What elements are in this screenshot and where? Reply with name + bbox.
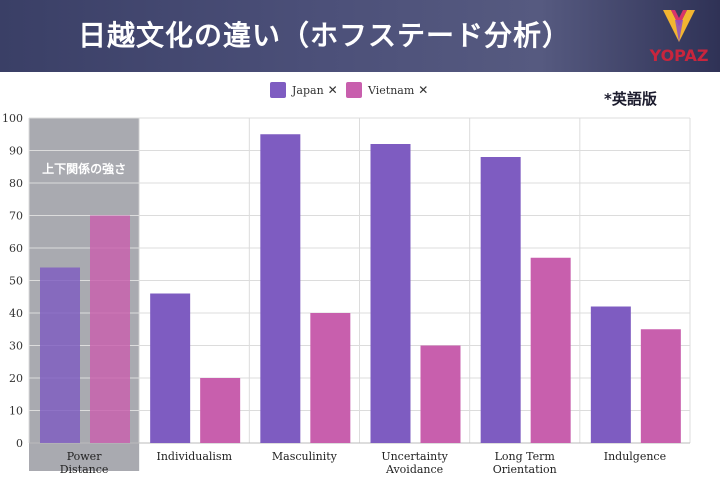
header-banner: 日越文化の違い（ホフステード分析） YOPAZ (0, 0, 720, 72)
legend-swatch-japan (270, 82, 286, 98)
legend-item-japan[interactable]: Japan ✕ (270, 82, 338, 98)
bar-vietnam (640, 329, 681, 443)
logo-emblem-icon (663, 10, 695, 42)
edition-note: *英語版 (604, 90, 657, 108)
bar-chart: 0 10 20 30 40 50 60 70 80 90 100 上下関係の強さ Power Distan… (2, 112, 691, 476)
x-tick-label: Masculinity (272, 450, 338, 463)
bar-vietnam (420, 345, 461, 443)
x-tick-label: Long Term Orientation (493, 450, 557, 476)
legend-swatch-vietnam (346, 82, 362, 98)
y-tick-label: 60 (9, 242, 23, 255)
y-tick-label: 10 (9, 405, 23, 418)
legend-item-vietnam[interactable]: Vietnam ✕ (346, 82, 428, 98)
close-icon[interactable]: ✕ (327, 83, 338, 97)
logo-text: YOPAZ (649, 46, 709, 65)
y-tick-label: 0 (16, 437, 23, 450)
bar-japan (40, 267, 80, 443)
bar-vietnam (310, 313, 351, 443)
yopaz-logo: YOPAZ (643, 8, 715, 66)
bar-japan (590, 306, 631, 443)
y-tick-label: 20 (9, 372, 23, 385)
legend-label-vietnam: Vietnam (368, 83, 415, 97)
bar-japan (370, 144, 411, 443)
bar-japan (480, 157, 521, 443)
highlight-label: 上下関係の強さ (42, 161, 126, 176)
y-tick-label: 40 (9, 307, 23, 320)
x-tick-label: Individualism (156, 450, 232, 463)
legend-label-japan: Japan (292, 83, 324, 97)
bar-japan (150, 293, 191, 443)
page-title: 日越文化の違い（ホフステード分析） (78, 19, 572, 52)
x-tick-label: Indulgence (604, 450, 666, 463)
y-tick-label: 30 (9, 340, 23, 353)
y-tick-label: 70 (9, 210, 23, 223)
y-tick-label: 50 (9, 275, 23, 288)
bar-japan (260, 134, 301, 443)
y-tick-label: 80 (9, 177, 23, 190)
y-tick-label: 90 (9, 145, 23, 158)
bar-vietnam (90, 215, 130, 443)
close-icon[interactable]: ✕ (418, 83, 429, 97)
x-tick-label: Uncertainty Avoidance (381, 450, 448, 476)
x-tick-label: Power Distance (60, 450, 109, 476)
bar-vietnam (200, 378, 241, 443)
bar-vietnam (530, 257, 571, 443)
y-tick-label: 100 (2, 112, 23, 125)
